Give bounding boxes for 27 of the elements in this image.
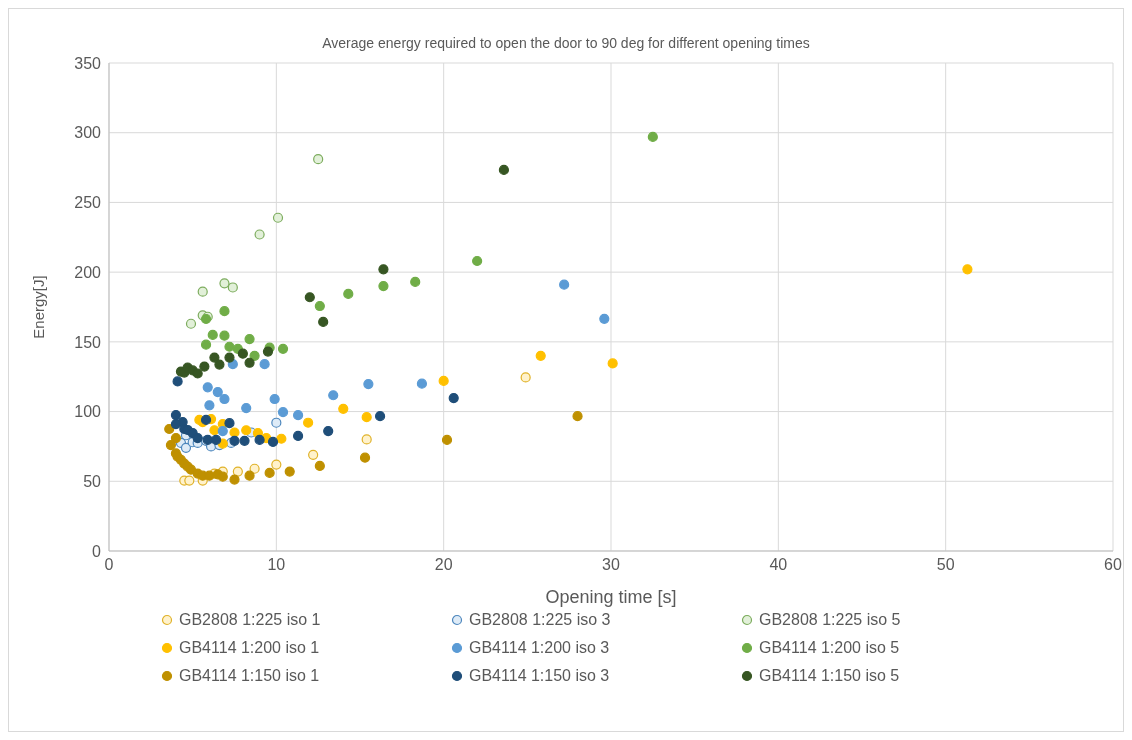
legend-label: GB4114 1:200 iso 1 — [179, 639, 320, 657]
y-tick-label: 0 — [92, 542, 102, 560]
legend-label: GB4114 1:150 iso 5 — [759, 667, 900, 685]
y-tick-label: 300 — [74, 124, 102, 142]
legend-label: GB2808 1:225 iso 3 — [469, 611, 611, 629]
legend-label: GB4114 1:150 iso 3 — [469, 667, 610, 685]
x-tick-label: 60 — [1104, 556, 1122, 574]
legend-label: GB4114 1:200 iso 3 — [469, 639, 610, 657]
y-tick-label: 250 — [74, 194, 102, 212]
x-tick-label: 20 — [434, 556, 453, 574]
legend-label: GB4114 1:200 iso 5 — [759, 639, 900, 657]
y-tick-label: 200 — [74, 263, 102, 281]
x-tick-label: 40 — [769, 556, 788, 574]
y-tick-label: 350 — [74, 54, 102, 72]
y-axis-title: Energy[J] — [30, 275, 48, 339]
x-tick-label: 30 — [602, 556, 620, 574]
y-tick-label: 100 — [74, 403, 102, 421]
x-axis-title: Opening time [s] — [545, 587, 677, 607]
legend-label: GB2808 1:225 iso 1 — [179, 611, 321, 629]
chart-title: Average energy required to open the door to 90 deg for different opening times — [321, 35, 811, 51]
y-tick-label: 50 — [83, 472, 102, 490]
x-tick-label: 50 — [936, 556, 955, 574]
legend-label: GB2808 1:225 iso 5 — [759, 611, 901, 629]
x-tick-label: 10 — [267, 556, 286, 574]
legend-label: GB4114 1:150 iso 1 — [179, 667, 320, 685]
y-tick-label: 150 — [74, 333, 102, 351]
x-tick-label: 0 — [104, 556, 114, 574]
